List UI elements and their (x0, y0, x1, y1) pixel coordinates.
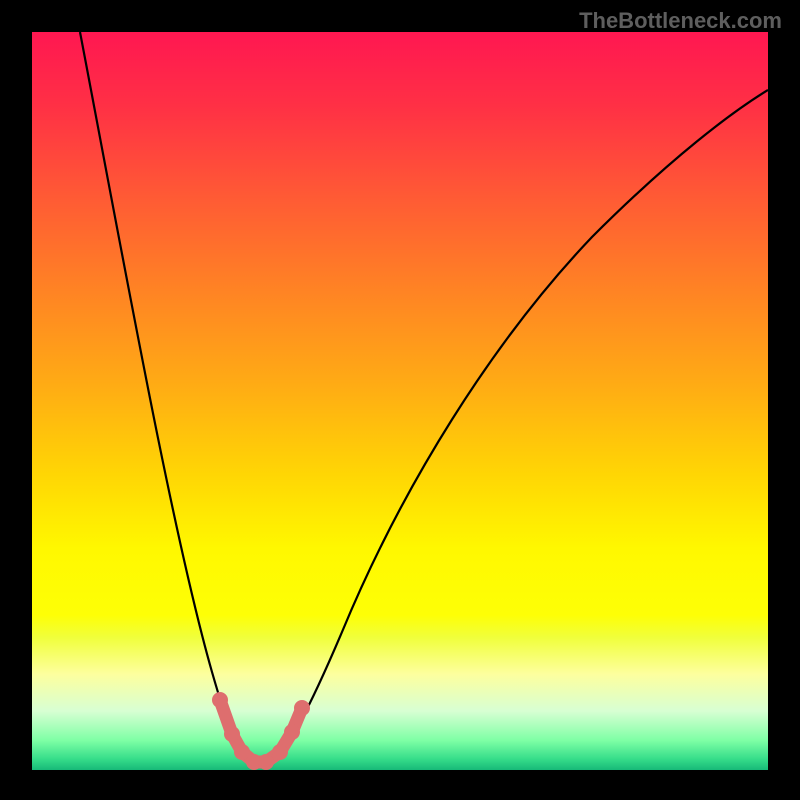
marker-dot (258, 754, 274, 770)
plot-area (32, 32, 768, 770)
marker-dots-group (212, 692, 310, 770)
marker-dot (272, 744, 288, 760)
bottleneck-curve (80, 32, 768, 766)
marker-dot (224, 726, 240, 742)
curves-svg (32, 32, 768, 770)
marker-dot (284, 724, 300, 740)
marker-dot (212, 692, 228, 708)
marker-dot (294, 700, 310, 716)
watermark-text: TheBottleneck.com (579, 8, 782, 34)
